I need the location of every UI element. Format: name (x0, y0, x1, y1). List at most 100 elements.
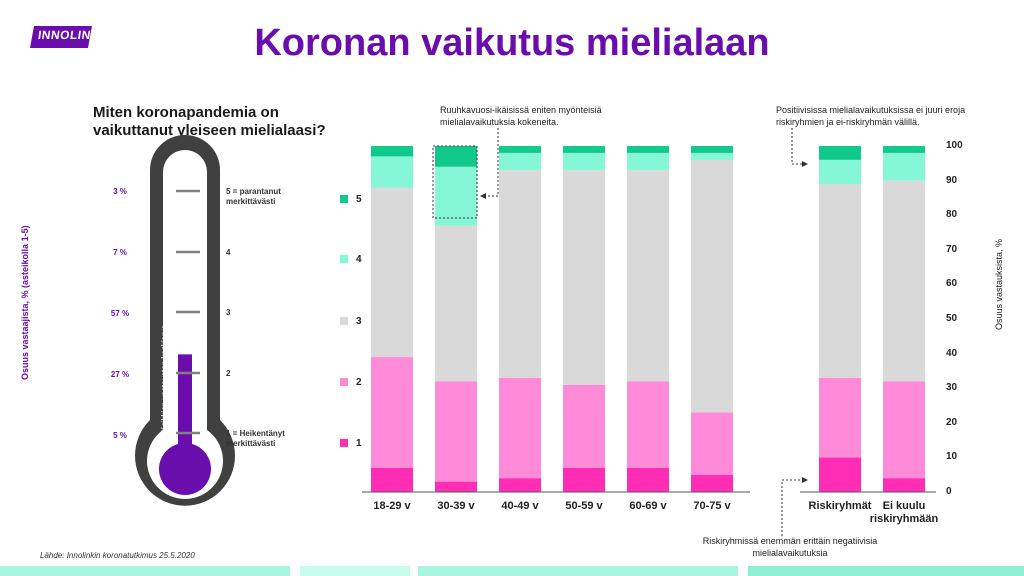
bar-segment-3-6 (819, 184, 861, 378)
bar-segment-1-4 (627, 467, 669, 492)
bar-segment-1-5 (691, 474, 733, 492)
footer-strip-2 (300, 566, 410, 576)
legend-swatch (340, 439, 348, 448)
bar-segment-2-5 (691, 412, 733, 475)
bar-segment-3-1 (435, 225, 477, 382)
legend-swatch (340, 378, 348, 387)
bar-segment-2-1 (435, 381, 477, 482)
x-tick-label: 30-39 v (437, 500, 475, 512)
y-tick-label: 80 (946, 209, 958, 221)
bar-segment-5-7 (883, 146, 925, 153)
bar-segment-1-2 (499, 478, 541, 492)
level-5-pct: 3 % (113, 187, 127, 196)
innolink-logo (30, 26, 92, 48)
legend-item-3: 3 (340, 316, 362, 327)
x-tick-label: Ei kuulu riskiryhmään (869, 500, 939, 525)
bar-segment-2-0 (371, 357, 413, 468)
legend-item-2: 2 (340, 377, 362, 388)
y-tick-label: 40 (946, 347, 958, 359)
bar-segment-4-7 (883, 152, 925, 181)
legend-swatch (340, 195, 348, 204)
level-1-label: 1 = Heikentänyt merkittävästi (226, 429, 285, 448)
thermometer-scale-ticks (176, 189, 200, 435)
annotation-arrow-bottom-right (781, 479, 804, 536)
y-tick-label: 90 (946, 174, 958, 186)
bar-segment-1-1 (435, 481, 477, 492)
bar-segment-2-6 (819, 377, 861, 458)
y-axis-title: Osuus vastauksista, % (994, 238, 1004, 330)
annotation-top-left: Ruuhkavuosi-ikäisissä eniten myönteisiä … (440, 105, 602, 127)
level-4-label: 4 (226, 248, 231, 257)
y-tick-label: 60 (946, 278, 958, 290)
x-tick-label: 40-49 v (501, 500, 539, 512)
thermometer-mean-fill (178, 354, 192, 470)
footer-strip-3 (418, 566, 738, 576)
y-tick-label: 50 (946, 313, 958, 324)
survey-question: Miten koronapandemia on vaikuttanut ylei… (93, 104, 326, 139)
bar-segment-2-7 (883, 381, 925, 479)
legend-swatch (340, 317, 348, 326)
bar-segment-5-3 (563, 146, 605, 153)
x-tick-label: 50-59 v (565, 500, 603, 512)
thermometer-bulb (159, 443, 211, 495)
bar-segment-4-5 (691, 152, 733, 160)
bar-segment-1-6 (819, 457, 861, 492)
bar-segment-4-1 (435, 166, 477, 226)
y-tick-label: 10 (946, 451, 958, 463)
footer-strip-1 (0, 566, 290, 576)
page-title: Koronan vaikutus mielialaan (254, 22, 770, 64)
y-tick-label: 0 (946, 486, 952, 497)
bar-segment-4-4 (627, 152, 669, 171)
x-tick-label: Riskiryhmät (808, 500, 872, 512)
level-5-label: 5 = parantanut merkittävästi (226, 187, 281, 206)
bar-segment-5-1 (435, 146, 477, 167)
bar-segment-5-6 (819, 146, 861, 160)
bar-segment-3-2 (499, 170, 541, 378)
bar-segment-5-2 (499, 146, 541, 153)
level-2-label: 2 (226, 369, 231, 378)
bar-segment-2-3 (563, 384, 605, 468)
level-3-label: 3 (226, 308, 231, 317)
bar-segment-4-0 (371, 156, 413, 188)
level-3-pct: 57 % (110, 309, 130, 318)
bar-segment-3-0 (371, 187, 413, 358)
bar-segment-1-7 (883, 478, 925, 492)
bar-segment-5-0 (371, 146, 413, 157)
annotation-arrow-left (484, 128, 499, 197)
bar-segment-5-4 (627, 146, 669, 153)
bar-segment-5-5 (691, 146, 733, 153)
bar-segment-3-7 (883, 180, 925, 382)
bar-segment-2-2 (499, 377, 541, 479)
level-2-pct: 27 % (110, 370, 130, 379)
legend-item-1: 1 (340, 438, 362, 449)
legend-swatch (340, 255, 348, 264)
x-tick-label: 60-69 v (629, 500, 667, 512)
legend-item-5: 5 (340, 194, 362, 205)
annotation-bottom-right: Riskiryhmissä enemmän erittäin negatiivi… (702, 536, 878, 558)
bar-segment-3-5 (691, 159, 733, 413)
legend-item-4: 4 (340, 254, 362, 265)
annotation-arrow-top-right (791, 128, 804, 165)
level-1-pct: 5 % (113, 431, 127, 440)
bar-segment-2-4 (627, 381, 669, 468)
bar-segment-3-4 (627, 170, 669, 382)
bar-segment-4-6 (819, 159, 861, 185)
annotation-top-right: Positiivisissa mielialavaikutuksissa ei … (776, 105, 966, 127)
bar-segment-1-3 (563, 467, 605, 492)
source-note: Lähde: Innolinkin koronatutkimus 25.5.20… (40, 551, 195, 560)
bar-segment-4-2 (499, 152, 541, 171)
y-tick-label: 20 (946, 416, 958, 428)
y-tick-label: 30 (946, 382, 958, 394)
y-tick-label: 70 (946, 243, 958, 255)
level-4-pct: 7 % (113, 248, 127, 257)
y-tick-label: 100 (946, 140, 963, 151)
bar-segment-3-3 (563, 170, 605, 385)
highlight-box-30-39 (432, 145, 478, 219)
bar-segment-1-0 (371, 467, 413, 492)
x-tick-label: 18-29 v (373, 500, 411, 512)
footer-strip-4 (748, 566, 1024, 576)
bar-segment-4-3 (563, 152, 605, 171)
x-tick-label: 70-75 v (693, 500, 731, 512)
